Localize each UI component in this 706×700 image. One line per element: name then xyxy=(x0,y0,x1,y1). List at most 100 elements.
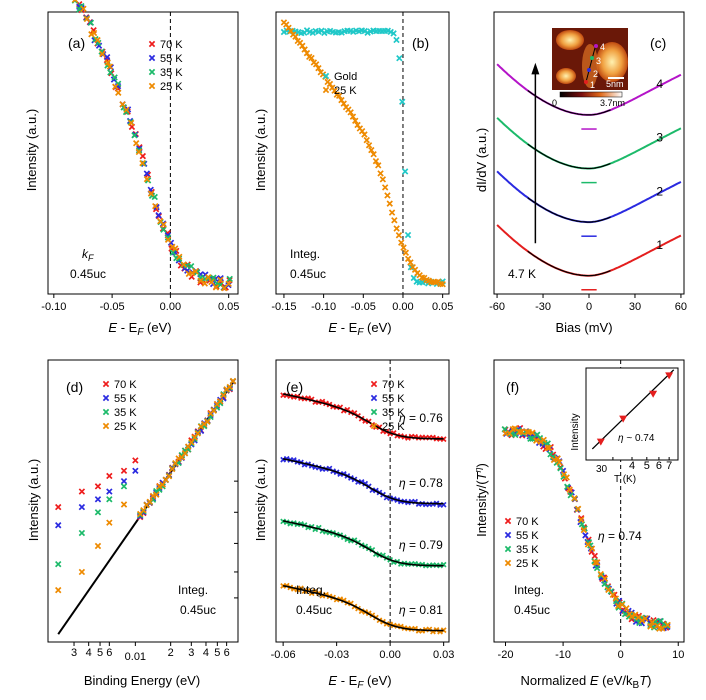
eta-symbol: η xyxy=(399,476,409,490)
data-point-25k xyxy=(605,586,612,594)
fit-curve-70k xyxy=(282,393,444,440)
panel-label: (c) xyxy=(650,35,666,51)
panel-f: -20 -10 0 10 (f) Intensity/(Tη) Normalized … xyxy=(473,359,685,691)
svg-text:kF: kF xyxy=(82,247,94,263)
data-point-35k xyxy=(169,249,177,256)
data-point-25k xyxy=(139,159,146,167)
data-point-25k xyxy=(132,140,140,147)
data-point-25k xyxy=(363,136,370,144)
colorbar-max: 3.7nm xyxy=(600,98,625,108)
data-point-25k xyxy=(391,217,398,224)
data-point-25k xyxy=(571,494,578,502)
data-point-25k xyxy=(375,162,382,169)
axis-frame xyxy=(275,359,450,643)
data-point-25k xyxy=(349,113,357,120)
data-point-25k xyxy=(580,526,588,534)
x-label-t: T xyxy=(639,673,648,688)
data-point-gold xyxy=(396,54,403,62)
eta-value: = 0.78 xyxy=(409,476,443,490)
tip-point-2 xyxy=(587,68,591,72)
eta-symbol: η xyxy=(399,538,409,552)
eta-symbol: η xyxy=(399,603,409,617)
data-point-25k xyxy=(550,456,558,464)
inset-y-label: Intensity xyxy=(570,413,581,450)
data-point-35k xyxy=(578,521,586,528)
data-point-25k xyxy=(614,602,622,610)
data-point-55k xyxy=(120,477,128,485)
data-point-25k xyxy=(518,428,525,435)
panel-label: (f) xyxy=(506,379,519,395)
data-point-35k xyxy=(106,496,113,503)
data-point-25k xyxy=(80,5,87,12)
x-tick-label: 0.05 xyxy=(432,301,453,313)
fit-curve-3 xyxy=(527,143,611,170)
data-point-25k xyxy=(347,109,354,116)
x-label-e: E xyxy=(590,673,599,688)
data-point-25k xyxy=(164,236,172,243)
legend-label: 70 K xyxy=(160,39,183,51)
data-point-25k xyxy=(225,280,232,288)
legend-label: Gold xyxy=(334,71,357,83)
legend-label: 25 K xyxy=(516,558,539,570)
x-tick-label: -0.05 xyxy=(351,301,376,313)
x-tick-label: 0.00 xyxy=(392,301,413,313)
curve-label-3: 3 xyxy=(656,131,663,145)
legend-label: 55 K xyxy=(114,393,137,405)
panel-a: -0.10 -0.05 0.00 0.05 (a) Intensity (a.u.) … xyxy=(24,0,239,338)
data-point-25k xyxy=(593,559,601,566)
inset-image: 1 2 3 4 5nm 0 3.7nm xyxy=(552,28,628,108)
legend-marker-55k xyxy=(370,394,378,402)
data-point-70k xyxy=(591,552,599,560)
data-point-25k xyxy=(147,190,155,197)
data-point-35k xyxy=(107,69,114,76)
annotation-thickness: 0.45uc xyxy=(290,267,326,281)
data-point-25k xyxy=(384,192,391,199)
data-point-25k xyxy=(140,507,147,514)
data-point-25k xyxy=(554,455,561,462)
data-point-25k xyxy=(308,54,315,62)
legend: 70 K 55 K 35 K 25 K xyxy=(504,516,539,570)
eta-label-25k: η = 0.81 xyxy=(399,603,443,617)
y-axis-label: Intensity/(Tη) xyxy=(473,463,489,537)
legend-label: 70 K xyxy=(114,379,137,391)
data-point-25k xyxy=(556,459,563,466)
annotation-integ: Integ. xyxy=(296,583,326,597)
data-point-25k xyxy=(370,150,377,158)
x-tick-label: 3 xyxy=(71,647,77,659)
data-point-25k xyxy=(78,568,86,576)
panel-d: 3 4 5 6 0.01 2 3 4 5 6 (d) Intensity (a.u.) Bindi… xyxy=(26,359,239,688)
x-label-minus: - E xyxy=(117,320,138,335)
x-tick-label: 4 xyxy=(86,647,92,659)
data-point-25k xyxy=(601,575,609,582)
plot-area: -0.06 -0.03 0.00 0.03η = 0.76η = 0.78η = 0.… xyxy=(271,360,454,661)
x-label-unit: (eV) xyxy=(363,320,391,335)
data-point-25k xyxy=(229,377,237,385)
data-point-35k xyxy=(111,74,118,81)
eta-value: = 0.79 xyxy=(409,538,443,552)
data-point-25k xyxy=(204,418,211,425)
legend-marker-55k xyxy=(148,54,156,62)
x-tick-label: -0.10 xyxy=(41,301,66,313)
panel-label: (a) xyxy=(68,35,85,51)
colorbar xyxy=(559,91,623,98)
data-point-25k xyxy=(395,232,403,239)
inset-x-label: T (K) xyxy=(614,474,636,485)
data-point-25k xyxy=(386,200,393,207)
data-point-25k xyxy=(545,444,553,452)
data-point-35k xyxy=(187,262,195,270)
data-point-25k xyxy=(299,42,306,50)
offset-arrow-head xyxy=(531,62,540,75)
x-tick-label: 0.00 xyxy=(160,301,181,313)
x-tick-label: -20 xyxy=(498,649,514,661)
legend-label: 55 K xyxy=(160,53,183,65)
x-label-e: E xyxy=(108,320,117,335)
axis-frame xyxy=(275,11,450,295)
data-point-25k xyxy=(312,61,320,68)
tip-point-4 xyxy=(594,44,598,48)
data-point-35k xyxy=(120,483,128,490)
data-point-25k xyxy=(398,239,405,246)
fit-curve-4 xyxy=(527,90,611,116)
data-point-35k xyxy=(527,435,534,442)
annotation-thickness: 0.45uc xyxy=(296,603,332,617)
